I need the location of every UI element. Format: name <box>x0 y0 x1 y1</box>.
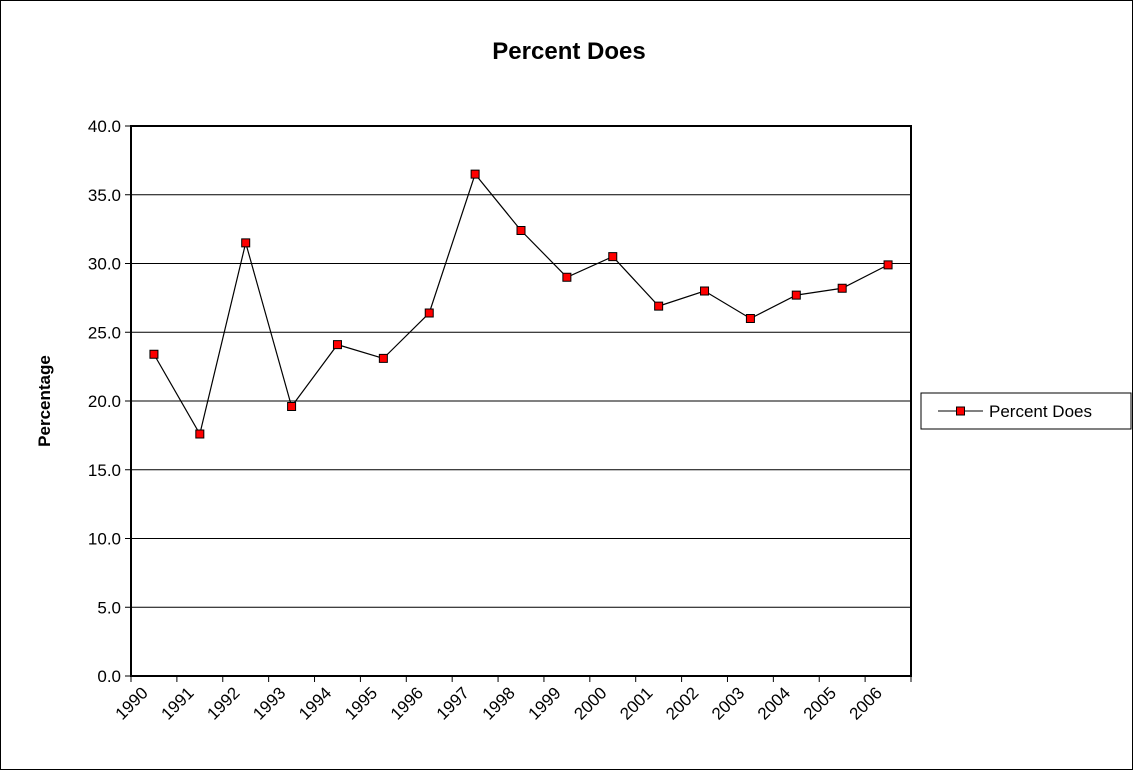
data-point-marker <box>745 314 755 323</box>
legend-label: Percent Does <box>989 402 1092 421</box>
series-line <box>153 172 889 436</box>
data-point-marker <box>791 290 801 300</box>
y-tick-label: 40.0 <box>88 117 121 136</box>
chart-title: Percent Does <box>492 38 645 65</box>
y-tick-label: 25.0 <box>88 323 121 342</box>
y-tick-label: 30.0 <box>88 255 121 274</box>
data-point-marker <box>700 286 710 296</box>
data-point-marker <box>654 301 664 311</box>
x-tick-label: 2005 <box>800 683 840 723</box>
data-point-marker <box>149 349 159 359</box>
y-tick-label: 0.0 <box>97 667 121 686</box>
y-tick-label: 10.0 <box>88 530 121 549</box>
x-tick-label: 1998 <box>479 683 519 723</box>
x-tick-label: 2006 <box>846 683 886 723</box>
data-point-marker <box>424 308 434 318</box>
y-tick-label: 35.0 <box>88 186 121 205</box>
plot-area <box>130 125 912 677</box>
legend-marker <box>956 406 965 416</box>
data-point-marker <box>883 260 893 270</box>
data-point-marker <box>378 353 388 363</box>
data-point-marker <box>516 226 526 235</box>
data-point-marker <box>562 272 572 282</box>
x-tick-label: 2001 <box>616 683 656 723</box>
x-axis-ticks: 1990 1991 1992 1993 1994 1995 1996 1997 1998 1999… <box>112 676 912 724</box>
x-tick-label: 1992 <box>203 683 243 723</box>
x-tick-label: 1997 <box>433 683 473 723</box>
y-tick-label: 20.0 <box>88 392 121 411</box>
data-point-marker <box>837 283 847 293</box>
x-tick-label: 1996 <box>387 683 427 723</box>
x-tick-label: 2000 <box>570 683 610 723</box>
data-point-marker <box>195 429 205 439</box>
y-tick-label: 15.0 <box>88 461 121 480</box>
data-point-marker <box>287 402 297 411</box>
legend-box <box>920 392 1132 430</box>
data-point-marker <box>608 252 618 262</box>
y-axis-ticks: 0.0 5.0 10.0 15.0 20.0 25.0 30.0 35.0 40.0 <box>88 117 131 686</box>
x-tick-label: 2002 <box>662 683 702 723</box>
data-point-marker <box>332 340 342 350</box>
x-tick-label: 1999 <box>525 683 565 723</box>
x-tick-label: 1993 <box>249 683 289 723</box>
y-tick-label: 5.0 <box>97 598 121 617</box>
x-tick-label: 1994 <box>295 683 335 723</box>
x-tick-label: 2003 <box>708 683 748 723</box>
data-point-marker <box>470 169 480 179</box>
x-tick-label: 1995 <box>341 683 381 723</box>
gridlines <box>131 194 911 608</box>
x-tick-label: 1990 <box>112 683 152 723</box>
legend: Percent Does <box>920 392 1132 430</box>
data-point-marker <box>241 238 251 248</box>
x-tick-label: 1991 <box>157 683 197 723</box>
x-tick-label: 2004 <box>754 683 794 723</box>
series-layer <box>149 169 893 439</box>
y-axis-title: Percentage <box>35 355 54 447</box>
